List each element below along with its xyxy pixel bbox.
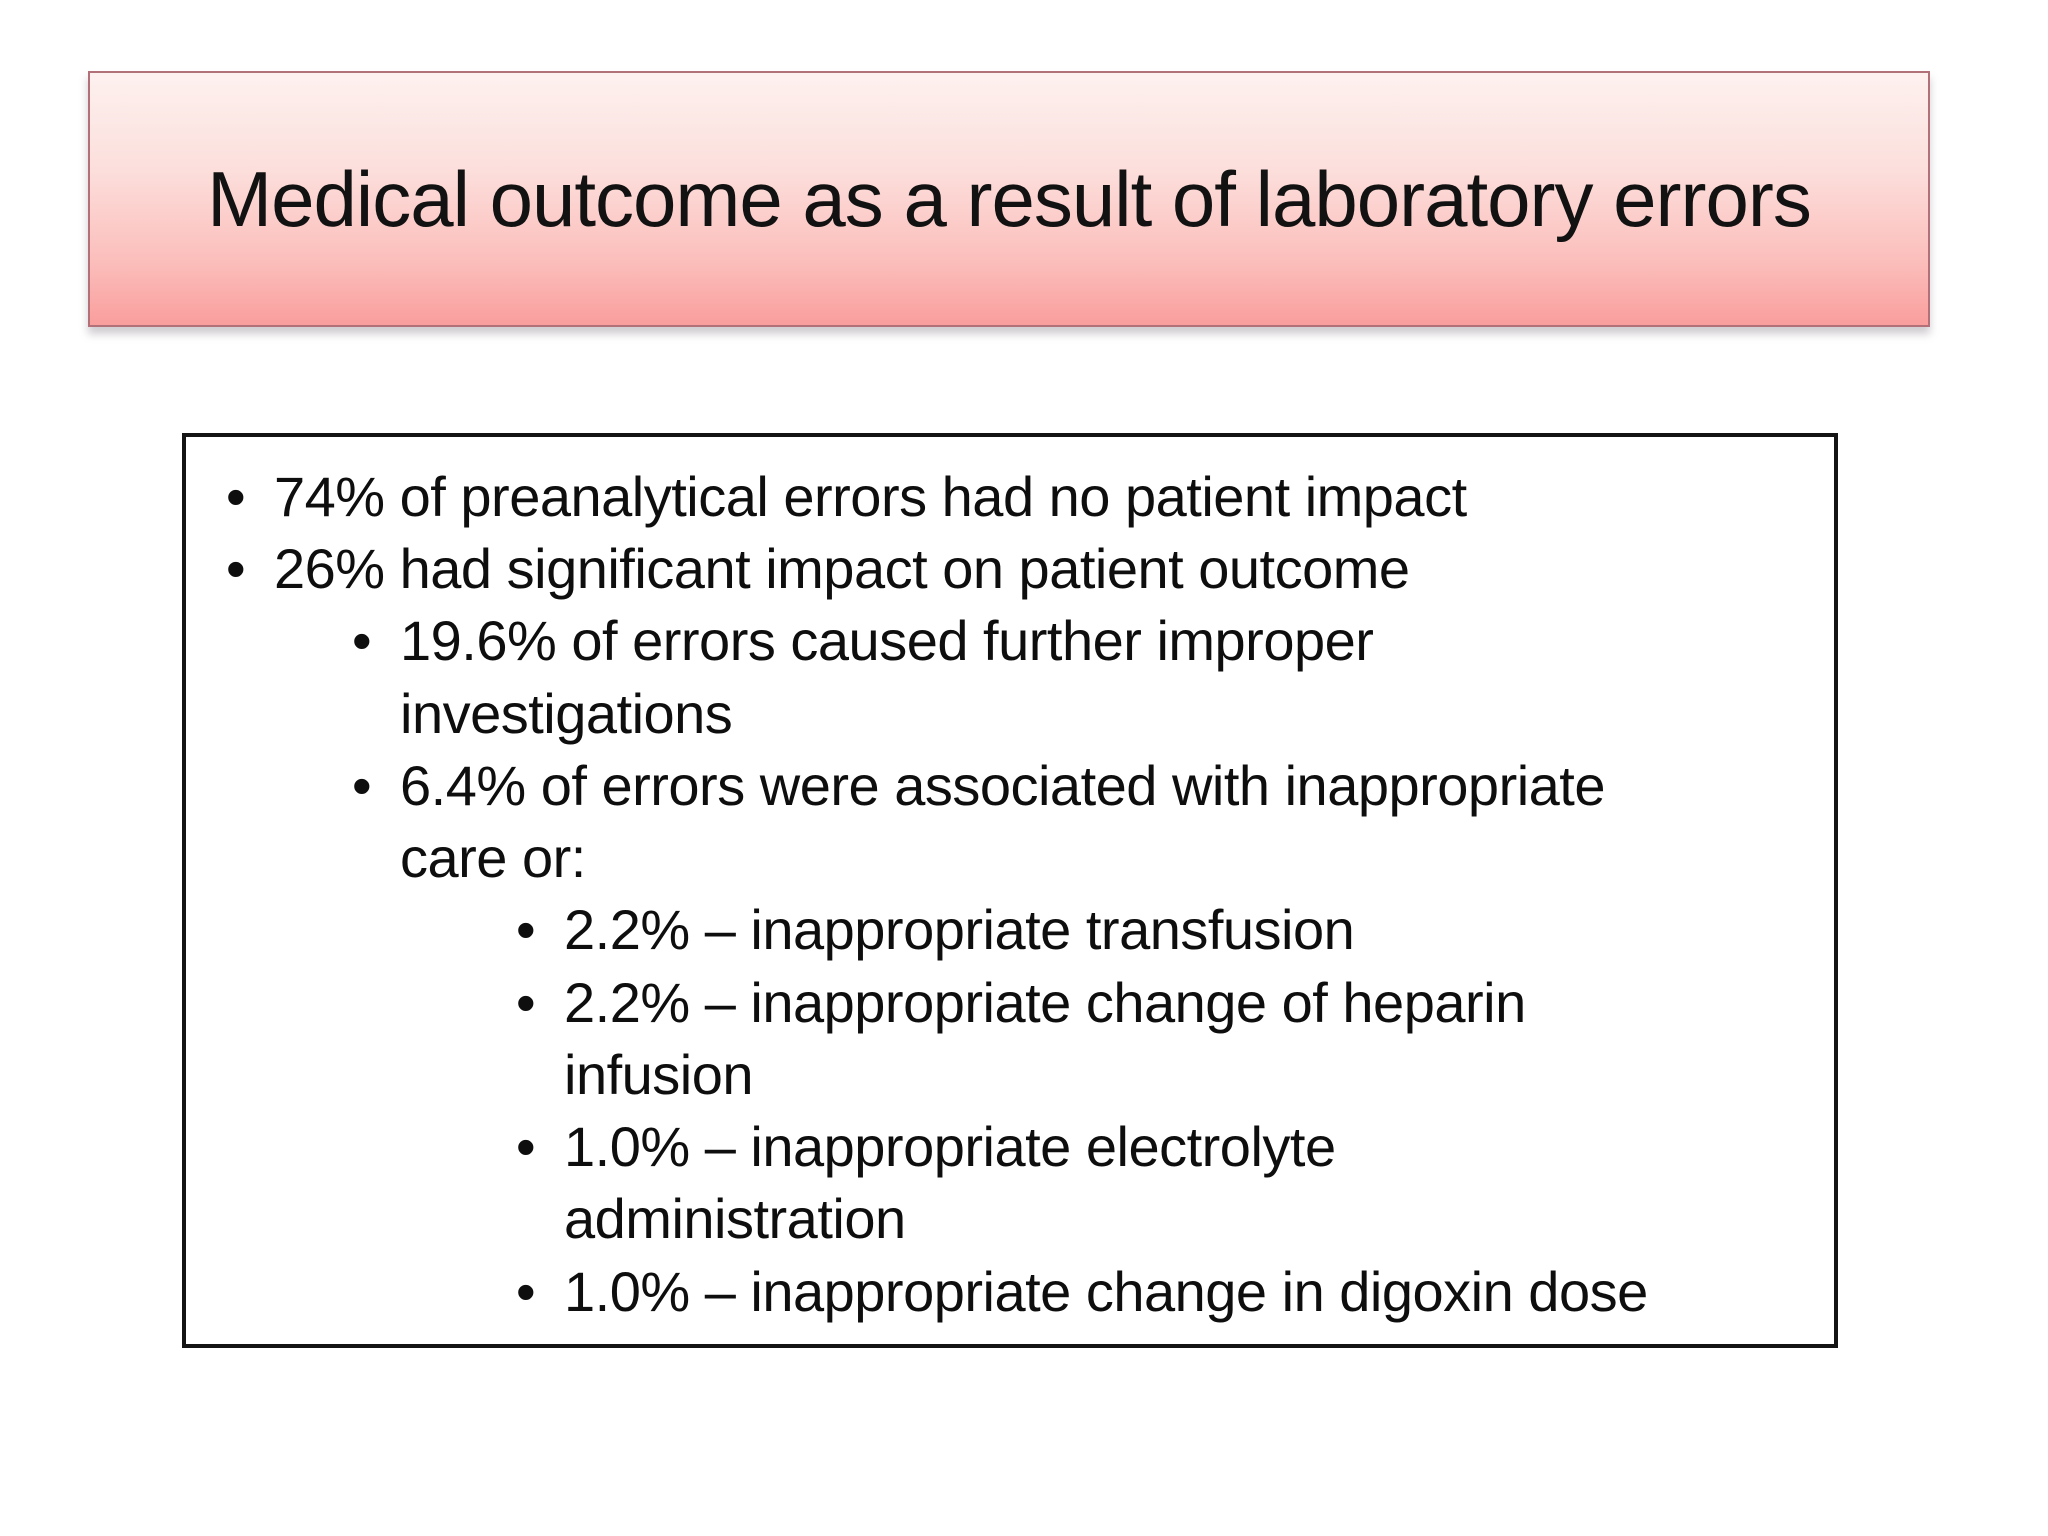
bullet-icon: • [516, 1115, 536, 1179]
bullet-item-text: 2.2% – inappropriate change of heparin i… [564, 970, 1526, 1106]
bullet-item-text: 26% had significant impact on patient ou… [274, 537, 1410, 601]
content-box: • 74% of preanalytical errors had no pat… [182, 433, 1838, 1348]
bullet-icon: • [226, 465, 246, 528]
bullet-item: • 74% of preanalytical errors had no pat… [226, 461, 1816, 533]
bullet-item-text: 2.2% – inappropriate transfusion [564, 898, 1355, 962]
bullet-item-text: 6.4% of errors were associated with inap… [400, 753, 1606, 890]
bullet-item: • 19.6% of errors caused further imprope… [352, 605, 1816, 749]
bullet-item: • 1.0% – inappropriate change in digoxin… [516, 1256, 1816, 1328]
bullet-icon: • [352, 753, 372, 817]
bullet-item-text: 74% of preanalytical errors had no patie… [274, 465, 1467, 528]
bullet-item-text: 1.0% – inappropriate change in digoxin d… [564, 1259, 1648, 1323]
bullet-icon: • [352, 609, 372, 673]
bullet-icon: • [226, 537, 246, 601]
bullet-item: • 2.2% – inappropriate transfusion [516, 894, 1816, 966]
bullet-item: • 26% had significant impact on patient … [226, 533, 1816, 605]
bullet-icon: • [516, 970, 536, 1034]
bullet-icon: • [516, 1259, 536, 1323]
title-banner: Medical outcome as a result of laborator… [88, 71, 1930, 327]
bullet-item: • 1.0% – inappropriate electrolyte admin… [516, 1111, 1816, 1255]
bullet-item-text: 1.0% – inappropriate electrolyte adminis… [564, 1115, 1336, 1251]
slide-title: Medical outcome as a result of laborator… [207, 154, 1812, 243]
bullet-item: • 2.2% – inappropriate change of heparin… [516, 967, 1816, 1111]
bullet-icon: • [516, 898, 536, 962]
bullet-item: • 6.4% of errors were associated with in… [352, 750, 1816, 894]
bullet-item-text: 19.6% of errors caused further improper … [400, 609, 1374, 745]
